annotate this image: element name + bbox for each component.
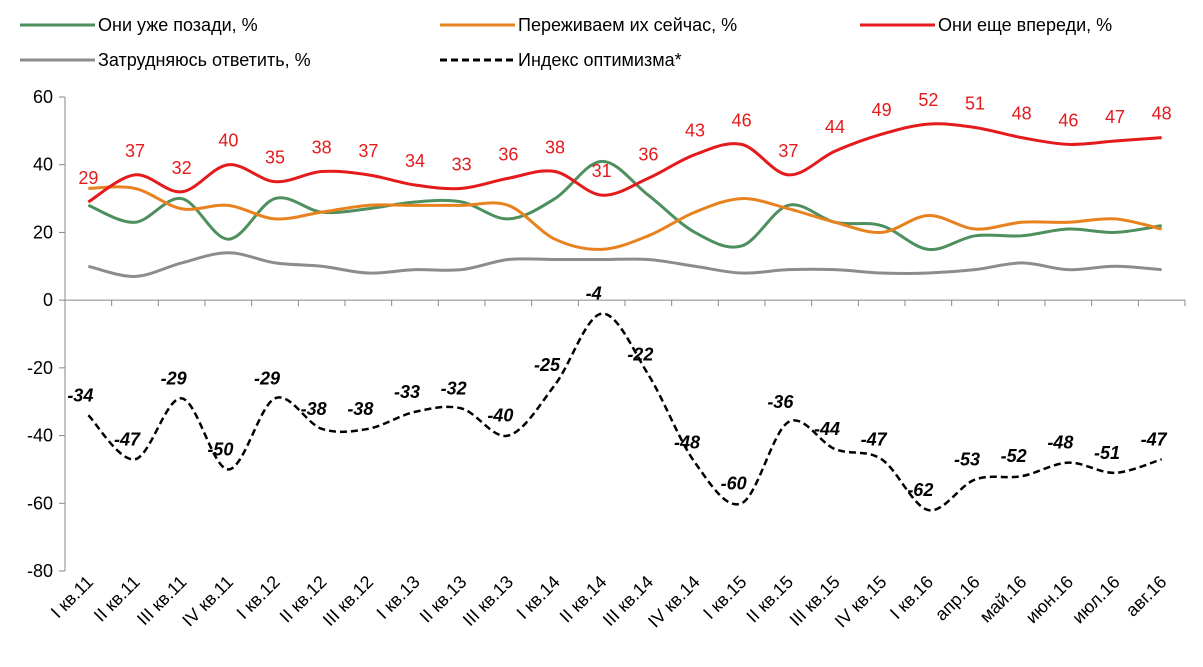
data-label: 51 <box>965 93 985 113</box>
data-label: 36 <box>498 144 518 164</box>
data-label: -32 <box>441 378 467 398</box>
data-label: 43 <box>685 121 705 141</box>
data-label: -47 <box>1141 429 1168 449</box>
data-label: 38 <box>312 137 332 157</box>
data-label: -40 <box>487 406 513 426</box>
data-label: 37 <box>778 141 798 161</box>
data-label: -47 <box>114 429 141 449</box>
legend-label: Затрудняюсь ответить, % <box>98 50 311 70</box>
x-tick-label: I кв.16 <box>886 572 937 623</box>
series-line <box>87 122 1162 204</box>
data-label: 34 <box>405 151 425 171</box>
x-tick-label: I кв.13 <box>373 572 424 623</box>
x-tick-label: авг.16 <box>1122 572 1171 621</box>
legend-label: Индекс оптимизма* <box>518 50 682 70</box>
series-line <box>87 312 1163 512</box>
data-label: 38 <box>545 137 565 157</box>
data-label: -29 <box>254 368 280 388</box>
y-tick-label: 40 <box>33 155 53 175</box>
data-label: -38 <box>347 399 373 419</box>
data-label: -36 <box>767 392 794 412</box>
data-label: -38 <box>301 399 327 419</box>
data-label: -62 <box>907 480 933 500</box>
data-label: -50 <box>207 439 233 459</box>
data-label: 37 <box>125 141 145 161</box>
legend-label: Они уже позади, % <box>98 15 258 35</box>
data-label: -47 <box>861 429 888 449</box>
x-tick-label: I кв.15 <box>699 572 750 623</box>
data-label: 37 <box>358 141 378 161</box>
data-label: 31 <box>592 161 612 181</box>
data-label: -25 <box>534 355 561 375</box>
y-tick-label: -60 <box>27 493 53 513</box>
x-tick-label: IV кв.14 <box>644 572 704 632</box>
x-tick-label: май.16 <box>976 572 1031 627</box>
data-label: -51 <box>1094 443 1120 463</box>
x-tick-label: июн.16 <box>1022 572 1078 628</box>
data-label: -60 <box>721 473 747 493</box>
data-label: -33 <box>394 382 420 402</box>
data-label: 47 <box>1105 107 1125 127</box>
legend-label: Они еще впереди, % <box>938 15 1112 35</box>
x-tick-label: апр.16 <box>931 572 984 625</box>
data-label: 49 <box>872 100 892 120</box>
y-tick-label: 20 <box>33 222 53 242</box>
data-label: 52 <box>918 90 938 110</box>
y-tick-label: 0 <box>43 290 53 310</box>
legend-label: Переживаем их сейчас, % <box>518 15 737 35</box>
data-label: -4 <box>586 284 602 304</box>
data-label: -44 <box>814 419 840 439</box>
data-label: 35 <box>265 148 285 168</box>
x-tick-label: I кв.12 <box>233 572 284 623</box>
data-label: -48 <box>1047 433 1073 453</box>
series-line <box>88 185 1163 251</box>
data-label: 44 <box>825 117 845 137</box>
data-label: 29 <box>78 168 98 188</box>
data-label: 32 <box>172 158 192 178</box>
data-label: -48 <box>674 433 700 453</box>
data-label: 48 <box>1012 104 1032 124</box>
x-tick-label: I кв.11 <box>47 572 97 622</box>
y-tick-label: -40 <box>27 426 53 446</box>
series-line <box>87 159 1162 251</box>
x-tick-label: III кв.12 <box>319 572 377 630</box>
x-tick-label: IV кв.15 <box>831 572 891 632</box>
data-label: 40 <box>218 131 238 151</box>
data-label: 36 <box>638 144 658 164</box>
data-label: 46 <box>732 110 752 130</box>
data-label: -29 <box>161 368 187 388</box>
x-tick-label: IV кв.11 <box>178 572 237 631</box>
y-tick-label: 60 <box>33 87 53 107</box>
data-label: -22 <box>627 345 653 365</box>
data-label: -52 <box>1001 446 1027 466</box>
x-tick-label: III кв.13 <box>459 572 517 630</box>
data-label: 33 <box>452 154 472 174</box>
data-label: 46 <box>1058 110 1078 130</box>
y-tick-label: -20 <box>27 358 53 378</box>
data-label: -34 <box>67 385 93 405</box>
data-label: 48 <box>1152 104 1172 124</box>
y-tick-label: -80 <box>27 561 53 581</box>
x-tick-label: I кв.14 <box>513 572 564 623</box>
series-line <box>87 251 1162 278</box>
data-label: -53 <box>954 450 980 470</box>
x-tick-label: июл.16 <box>1068 572 1124 628</box>
